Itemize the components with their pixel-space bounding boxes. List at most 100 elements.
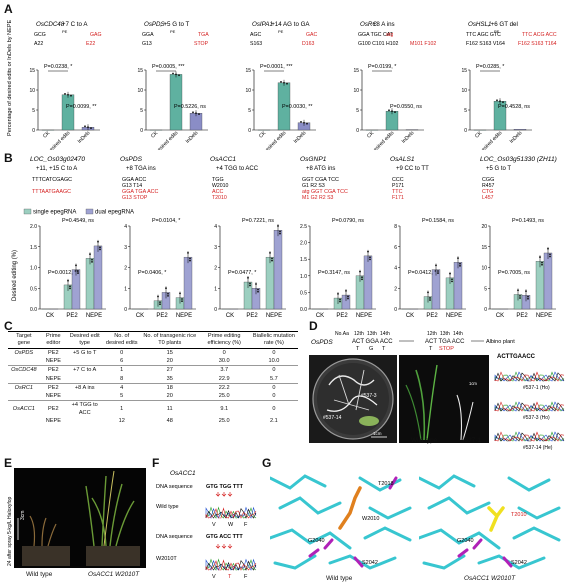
seq-text: TTTAATGAAGC: [32, 189, 71, 195]
target-desc: : +7 C to A: [58, 21, 88, 28]
y-tick-label: 1.0: [300, 274, 307, 280]
p-value-label: P=0.0285, *: [476, 64, 505, 70]
table-cell: +7 C to A: [67, 366, 103, 375]
chromatogram-label: #537-1 (Ho): [523, 385, 550, 391]
y-tick-label: 0: [248, 128, 251, 134]
table-cell: +8 A ins: [67, 383, 103, 392]
x-tick-label: NEPE: [86, 313, 102, 319]
table-cell: 4: [102, 383, 140, 392]
herbicide-photo: [14, 468, 146, 568]
table-cell: [8, 357, 40, 366]
aa-text: A22: [34, 41, 43, 47]
table-header: Prime editing efficiency (%): [199, 332, 250, 349]
seq-text: PE: [278, 29, 284, 34]
legend: single epegRNA dual epegRNA: [24, 209, 134, 216]
y-tick-label: 5: [356, 108, 359, 114]
codon-label: 13th: [440, 331, 450, 337]
codon-label: 14th: [380, 331, 390, 337]
bar: [536, 261, 544, 309]
aa-text: G100 C101 H102: [358, 41, 398, 47]
y-tick-label: 0.5: [300, 290, 307, 296]
legend-label-dual: dual epegRNA: [95, 210, 134, 216]
y-tick-label: 0: [124, 307, 127, 313]
residue-label: S2042: [511, 560, 527, 566]
x-tick-label: CK: [474, 130, 484, 140]
structure-wt: T2018 W2010 G2040 S2042: [270, 468, 415, 574]
panel-letter-a: A: [4, 2, 13, 16]
table-header: Prime editor: [40, 332, 67, 349]
p-value-label: P=0.0104, *: [152, 218, 181, 224]
chromatogram: #537-14 (He): [495, 432, 564, 451]
wt-aa: T: [382, 346, 386, 352]
target-desc: +4 TGG to ACC: [216, 166, 259, 172]
codon-label: 13th: [367, 331, 377, 337]
mut-dna-seq: GTG ACC TTT: [206, 534, 243, 540]
bar: [94, 246, 102, 309]
seq-text: GAG: [90, 32, 102, 38]
target-desc: , +6 GT del: [487, 21, 518, 28]
y-tick-label: 2: [214, 266, 217, 272]
seq-text: PE: [62, 29, 68, 34]
x-tick-label: CK: [496, 313, 504, 319]
bar: [454, 262, 462, 309]
table-header: No. of desired edits: [102, 332, 140, 349]
table-cell: 27: [141, 366, 199, 375]
bar: [86, 258, 94, 309]
seq-text: GCG: [34, 32, 46, 38]
wt-caption: Wild type: [26, 571, 52, 578]
y-tick-label: 5: [32, 108, 35, 114]
side-label: 24 after spray 5-kg/L Haloxyfop: [7, 496, 13, 566]
y-tick-label: 0: [484, 307, 487, 313]
bar: [544, 253, 552, 309]
y-tick-label: 10: [481, 266, 487, 272]
mut-label: W2010T: [156, 556, 177, 562]
p-value-label: P=0.0030, **: [282, 104, 313, 110]
y-tick-label: 0: [464, 128, 467, 134]
seq-text: TTTCATCGAGC: [32, 177, 72, 183]
x-tick-label: PE2: [426, 313, 438, 319]
bar: [184, 257, 192, 309]
dna-label: DNA sequence: [156, 534, 193, 540]
p-value-label: P=0.1584, ns: [422, 218, 454, 224]
table-cell: [67, 357, 103, 366]
x-tick-label: CK: [150, 130, 160, 140]
table-header: No. of transgenic rice T0 plants: [141, 332, 199, 349]
wt-seq: ACT GGA ACC: [352, 339, 393, 345]
target-name: LOC_Os03g02470: [30, 156, 85, 163]
p-value-label: P=0.0001, ***: [260, 64, 293, 70]
aa-text: L457: [482, 195, 494, 201]
p-value-label: P=0.5226, ns: [174, 104, 206, 110]
panel-b: Desired editing (%) single epegRNA dual …: [4, 151, 567, 319]
y-tick-label: 0: [32, 128, 35, 134]
table-cell: OsACC1: [8, 401, 40, 418]
y-tick-label: 2: [124, 266, 127, 272]
table-cell: 18: [141, 383, 199, 392]
x-tick-label: CK: [406, 313, 414, 319]
table-cell: 0: [250, 383, 298, 392]
aa-text: G13 T14: [122, 183, 142, 189]
p-value-label: P=0.0005, ***: [152, 64, 185, 70]
seq-text: AGC: [250, 32, 261, 38]
y-tick-label: 0: [140, 128, 143, 134]
y-tick-label: 15: [461, 68, 467, 74]
albino-label: Albino plant: [486, 339, 515, 345]
y-tick-label: 20: [481, 224, 487, 230]
target-desc: +8 TGA ins: [126, 166, 156, 172]
codon-label: 12th: [427, 331, 437, 337]
table-cell: 35: [141, 375, 199, 384]
plant-label: #537-14: [323, 415, 342, 421]
y-tick-label: 1: [214, 286, 217, 292]
x-tick-label: PE2: [66, 313, 78, 319]
mut-aa: V: [212, 574, 216, 580]
y-tick-label: 4: [394, 266, 397, 272]
bar: [62, 95, 74, 130]
dna-label: DNA sequence: [156, 484, 193, 490]
table-cell: 2.1: [250, 417, 298, 425]
x-tick-label: CK: [226, 313, 234, 319]
table-cell: [8, 417, 40, 425]
target-desc: +11, +15 C to A: [36, 166, 77, 172]
aa-text: W2010: [212, 183, 229, 189]
